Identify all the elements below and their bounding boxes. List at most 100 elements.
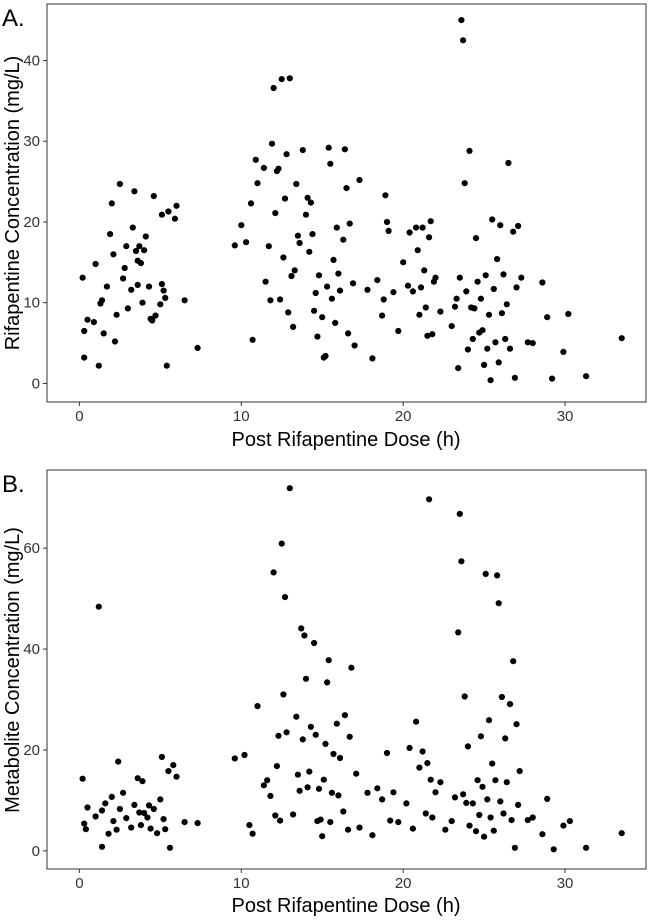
data-point xyxy=(484,345,491,352)
data-point xyxy=(173,773,180,780)
y-tick-label: 10 xyxy=(23,295,40,312)
data-point xyxy=(298,625,305,632)
data-point xyxy=(429,331,436,338)
data-point xyxy=(409,288,416,295)
data-point xyxy=(515,222,522,230)
data-point xyxy=(163,362,170,369)
data-point xyxy=(383,218,391,226)
data-point xyxy=(463,799,470,807)
data-point xyxy=(145,802,153,809)
data-point xyxy=(254,180,261,187)
data-point xyxy=(492,777,499,784)
data-point xyxy=(413,224,420,231)
data-point xyxy=(374,785,381,792)
data-point xyxy=(455,629,462,636)
data-point xyxy=(484,796,491,803)
data-point xyxy=(516,768,523,775)
x-tick-label: 10 xyxy=(233,875,250,892)
data-point xyxy=(158,211,165,218)
data-point xyxy=(413,718,420,725)
data-point xyxy=(270,84,277,92)
data-point xyxy=(497,798,504,805)
data-point xyxy=(324,283,331,290)
data-point xyxy=(322,352,329,360)
data-point xyxy=(364,286,371,293)
data-point xyxy=(414,247,421,254)
data-point xyxy=(160,816,167,823)
data-point xyxy=(374,277,381,284)
data-point xyxy=(406,229,413,236)
data-point xyxy=(503,301,510,308)
data-point xyxy=(280,691,287,698)
data-point xyxy=(302,675,310,682)
data-point xyxy=(513,721,520,728)
panel-a-y-axis-title: Rifapentine Concentration (mg/L) xyxy=(2,56,24,351)
data-point xyxy=(336,287,344,294)
data-point xyxy=(448,323,455,330)
data-point xyxy=(98,807,106,814)
data-point xyxy=(515,801,522,809)
data-point xyxy=(107,231,114,238)
data-point xyxy=(238,222,245,229)
data-point xyxy=(327,160,334,167)
data-point xyxy=(267,297,274,304)
data-point xyxy=(252,156,259,163)
data-point xyxy=(243,239,250,246)
data-point xyxy=(330,750,337,758)
data-point xyxy=(275,165,282,172)
data-point xyxy=(296,239,303,247)
data-point xyxy=(539,279,546,286)
data-point xyxy=(382,192,389,199)
data-point xyxy=(116,180,123,188)
data-point xyxy=(314,333,321,340)
data-point xyxy=(511,844,518,851)
data-point xyxy=(432,789,439,796)
data-point xyxy=(137,260,144,267)
data-point xyxy=(272,812,279,819)
data-point xyxy=(81,820,88,827)
data-point xyxy=(451,794,459,801)
data-point xyxy=(524,339,531,346)
data-point xyxy=(466,147,473,154)
data-point xyxy=(170,762,177,769)
data-point xyxy=(485,717,493,724)
data-point xyxy=(506,701,514,708)
data-point xyxy=(113,311,120,318)
data-point xyxy=(162,826,169,833)
data-point xyxy=(356,824,363,831)
data-point xyxy=(494,256,501,263)
data-point xyxy=(82,826,89,833)
data-point xyxy=(348,664,355,671)
data-point xyxy=(166,844,174,851)
data-point xyxy=(241,751,248,759)
data-point xyxy=(456,510,463,517)
data-point xyxy=(134,281,141,288)
data-point xyxy=(482,272,489,279)
data-point xyxy=(84,804,91,811)
data-point xyxy=(110,818,117,825)
data-point xyxy=(345,330,352,337)
data-point xyxy=(319,833,326,840)
data-point xyxy=(288,273,295,280)
data-point xyxy=(395,327,402,335)
data-point xyxy=(293,713,300,720)
data-point xyxy=(400,259,407,266)
data-point xyxy=(346,733,353,740)
data-point xyxy=(128,824,135,831)
data-point xyxy=(277,817,284,824)
data-point xyxy=(490,285,497,293)
panel-a-x-axis-title: Post Rifapentine Dose (h) xyxy=(231,429,460,451)
data-point xyxy=(502,735,509,742)
y-tick-label: 0 xyxy=(32,843,40,860)
data-point xyxy=(471,305,478,312)
data-point xyxy=(129,224,136,231)
data-point xyxy=(247,200,255,207)
panel-a-points xyxy=(79,17,625,384)
data-point xyxy=(477,295,484,302)
data-point xyxy=(302,211,310,218)
data-point xyxy=(505,159,512,167)
data-point xyxy=(79,274,86,281)
data-point xyxy=(108,793,115,801)
data-point xyxy=(461,180,468,187)
data-point xyxy=(424,760,431,767)
